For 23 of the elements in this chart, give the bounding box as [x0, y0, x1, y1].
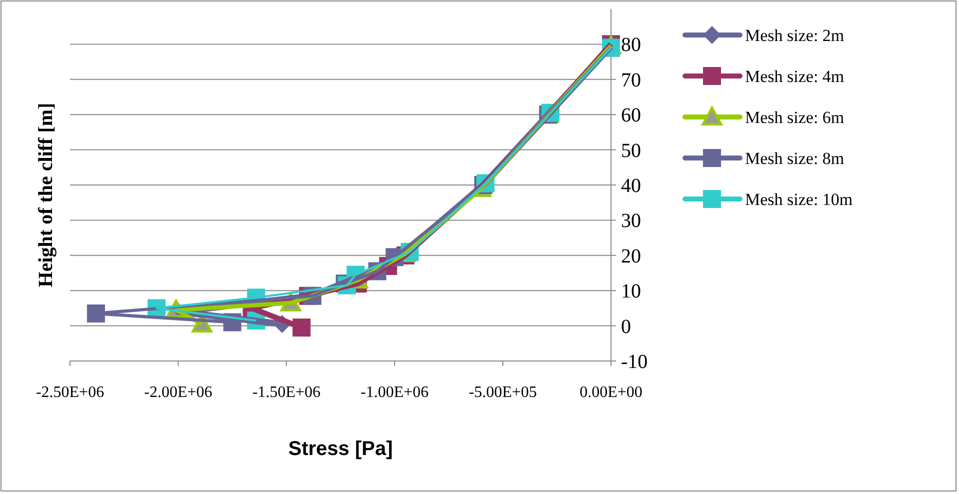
legend-label: Mesh size: 8m	[745, 148, 844, 168]
y-tick-label: 60	[621, 104, 641, 127]
y-tick-label: -10	[621, 351, 648, 373]
y-tick-label: 20	[621, 245, 641, 268]
y-tick-label: 30	[621, 210, 641, 232]
y-tick-label: 40	[621, 175, 641, 197]
legend-label: Mesh size: 2m	[745, 26, 844, 45]
y-tick-label: 80	[621, 34, 641, 56]
legend-label: Mesh size: 6m	[745, 108, 844, 127]
legend-label: Mesh size: 10m	[745, 190, 853, 209]
x-axis-title: Stress [Pa]	[288, 438, 393, 460]
y-tick-label: 70	[621, 69, 641, 92]
x-tick-label: -5.00E+05	[468, 384, 537, 401]
y-axis-title: Height of the cliff [m]	[35, 102, 57, 288]
x-tick-label: -1.50E+06	[252, 384, 320, 401]
legend-label: Mesh size: 4m	[745, 66, 844, 86]
x-tick-label: -1.00E+06	[360, 384, 429, 401]
y-tick-label: 10	[621, 280, 641, 303]
y-tick-label: 0	[621, 316, 631, 338]
y-tick-label: 50	[621, 140, 641, 162]
x-tick-label: 0.00E+00	[580, 384, 642, 401]
x-tick-label: -2.50E+06	[36, 384, 104, 401]
x-tick-label: -2.00E+06	[144, 384, 212, 401]
